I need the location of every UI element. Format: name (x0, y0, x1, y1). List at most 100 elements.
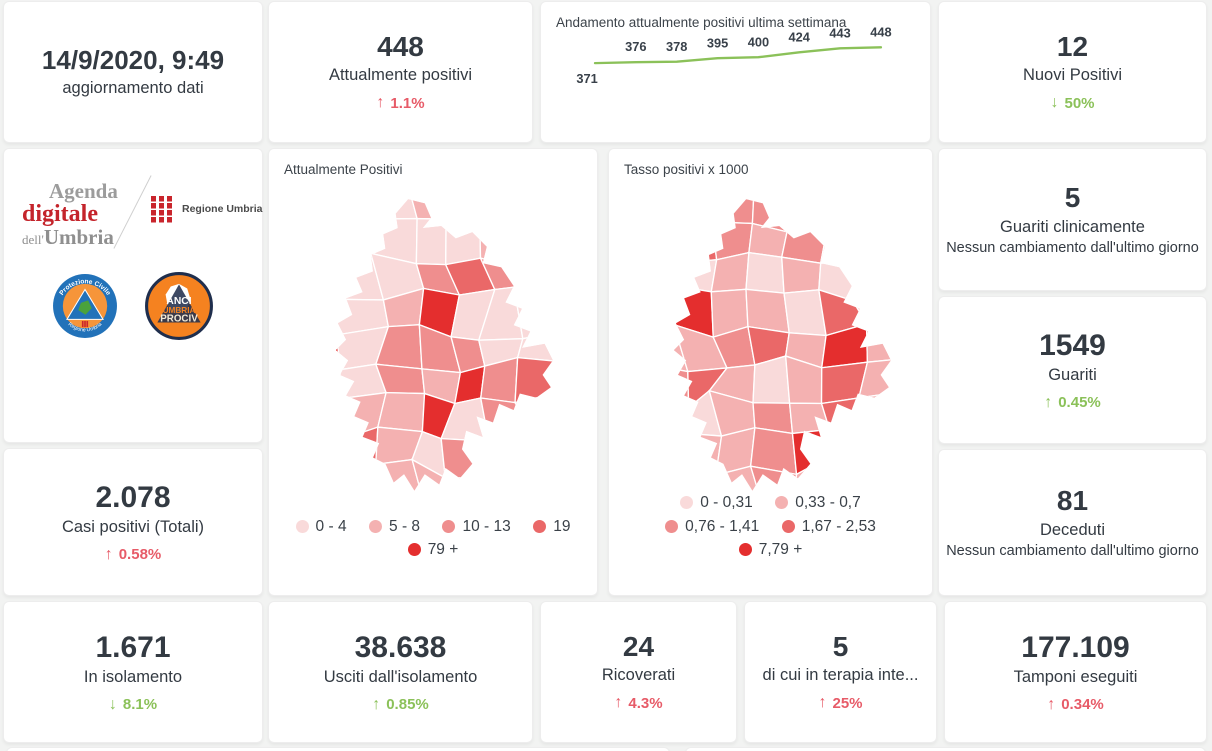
legend-dot-icon (781, 519, 795, 533)
kpi-label: Deceduti (1039, 520, 1106, 539)
trend-sparkline[interactable]: 371 376 378 395 400 424 443 448 (541, 2, 930, 142)
kpi-delta: ↑ 0.58% (105, 546, 162, 564)
kpi-delta-value: 25% (832, 694, 863, 712)
kpi-label: In isolamento (83, 667, 183, 686)
card-tamponi: 177.109 Tamponi eseguiti ↑ 0.34% (944, 601, 1207, 743)
kpi-delta: ↑ 25% (818, 694, 862, 712)
legend-label: 7,79 + (758, 541, 803, 558)
trend-down-icon: ↓ (108, 695, 117, 713)
regione-umbria-label: Regione Umbria (182, 203, 263, 215)
next-row-card-top (685, 747, 1206, 751)
kpi-label: Guariti clinicamente (1000, 217, 1145, 236)
legend-dot-icon (407, 543, 421, 556)
card-map-tasso-positivi: Tasso positivi x 1000 0 - 0,31 0,33 - 0,… (608, 148, 933, 596)
svg-text:400: 400 (748, 34, 769, 49)
regione-umbria-logo: Regione Umbria (150, 195, 263, 223)
anci-text: ANCI (166, 296, 191, 307)
legend-label: 0 - 0,31 (700, 494, 753, 512)
agenda-logo-line3-main: Umbria (43, 224, 114, 249)
map-tasso-positivi[interactable] (647, 193, 895, 503)
legend-dot-icon (738, 543, 752, 556)
card-deceduti: 81 Deceduti Nessun cambiamento dall'ulti… (938, 449, 1207, 596)
trend-up-icon: ↑ (1044, 393, 1053, 411)
card-trend-chart: Andamento attualmente positivi ultima se… (540, 1, 931, 143)
kpi-label: Tamponi eseguiti (1013, 667, 1138, 686)
kpi-value: 24 (622, 630, 655, 662)
kpi-delta-value: 4.3% (628, 694, 663, 712)
card-ricoverati: 24 Ricoverati ↑ 4.3% (540, 601, 737, 743)
kpi-delta: ↑ 0.85% (372, 696, 429, 714)
card-nuovi-positivi: 12 Nuovi Positivi ↓ 50% (938, 1, 1207, 143)
legend-label: 0,33 - 0,7 (795, 494, 861, 512)
kpi-delta-value: 0.85% (386, 696, 429, 713)
logo-divider (113, 175, 152, 249)
card-update-date: 14/9/2020, 9:49 aggiornamento dati (3, 1, 263, 143)
kpi-value: 5 (832, 630, 849, 662)
kpi-delta: ↑ 0.45% (1044, 394, 1101, 412)
agenda-logo-line2: digitale (22, 201, 98, 228)
trend-up-icon: ↑ (1047, 695, 1056, 713)
update-date-value: 14/9/2020, 9:49 (41, 45, 225, 76)
kpi-delta-value: 0.58% (118, 546, 162, 563)
svg-text:443: 443 (829, 26, 850, 41)
update-date-label: aggiornamento dati (62, 78, 204, 97)
card-terapia-intensiva: 5 di cui in terapia inte... ↑ 25% (744, 601, 937, 743)
legend-label: 79 + (427, 541, 459, 558)
trend-up-icon: ↑ (104, 545, 113, 563)
kpi-delta: ↓ 8.1% (109, 696, 157, 714)
kpi-value: 12 (1056, 30, 1089, 62)
protezione-civile-bottom-text: Regione Umbria (67, 321, 104, 333)
legend-dot-icon (369, 519, 383, 533)
kpi-label: Casi positivi (Totali) (61, 517, 205, 536)
svg-text:424: 424 (789, 29, 811, 44)
legend-dot-icon (533, 519, 547, 533)
card-casi-positivi-totali: 2.078 Casi positivi (Totali) ↑ 0.58% (3, 448, 263, 596)
kpi-delta: ↑ 0.34% (1047, 696, 1104, 714)
prociv-text: PROCIV (160, 313, 198, 324)
legend-label: 0,76 - 1,41 (685, 517, 760, 535)
kpi-label: Nuovi Positivi (1022, 66, 1123, 85)
trend-up-icon: ↑ (818, 694, 827, 712)
trend-down-icon: ↓ (1050, 94, 1059, 112)
legend-dot-icon (680, 496, 694, 510)
svg-text:448: 448 (870, 25, 891, 40)
card-map-attualmente-positivi: Attualmente Positivi 0 - 4 5 - 8 10 - 13… (268, 148, 598, 596)
logo-circles: Protezione Civile Regione Umbria ANCI UM… (4, 271, 262, 341)
legend-item: 1,67 - 2,53 (781, 515, 876, 538)
trend-chart-title: Andamento attualmente positivi ultima se… (556, 15, 847, 30)
agenda-logo-line3: dell'Umbria (22, 224, 118, 249)
legend-item: 0,33 - 0,7 (775, 491, 861, 514)
map2-title: Tasso positivi x 1000 (624, 162, 749, 177)
legend-item: 0,76 - 1,41 (665, 515, 759, 538)
legend-dot-icon (775, 496, 789, 510)
legend-label: 19 (553, 517, 571, 535)
kpi-label: Attualmente positivi (328, 66, 473, 85)
legend-item: 0 - 0,31 (680, 491, 753, 514)
map-attualmente-positivi[interactable] (309, 193, 557, 503)
legend-item: 0 - 4 (295, 515, 347, 538)
kpi-delta-value: 1.1% (390, 94, 425, 112)
kpi-delta: ↑ 1.1% (376, 94, 424, 112)
protezione-civile-logo: Protezione Civile Regione Umbria (53, 274, 117, 338)
umbria-text: UMBRIA (163, 306, 196, 315)
agenda-logo-line3-prefix: dell' (22, 231, 44, 247)
kpi-value: 448 (377, 30, 424, 62)
kpi-delta-value: 50% (1064, 94, 1095, 112)
kpi-value: 38.638 (354, 630, 447, 664)
legend-dot-icon (665, 519, 679, 533)
kpi-value: 2.078 (95, 480, 171, 514)
legend-item: 79 + (407, 538, 459, 561)
legend-label: 1,67 - 2,53 (801, 517, 876, 535)
kpi-note: Nessun cambiamento dall'ultimo giorno (946, 542, 1199, 559)
legend-item: 10 - 13 (442, 515, 511, 538)
kpi-label: Ricoverati (601, 666, 676, 685)
kpi-delta-value: 0.34% (1061, 696, 1104, 713)
trend-up-icon: ↑ (376, 94, 385, 112)
kpi-delta: ↓ 50% (1050, 94, 1094, 112)
agenda-logo-line1: Agenda (49, 179, 118, 203)
legend-label: 10 - 13 (462, 517, 511, 535)
regione-umbria-icon (151, 196, 172, 223)
card-in-isolamento: 1.671 In isolamento ↓ 8.1% (3, 601, 263, 743)
svg-text:Regione Umbria: Regione Umbria (67, 321, 104, 333)
kpi-label: Guariti (1048, 365, 1097, 384)
